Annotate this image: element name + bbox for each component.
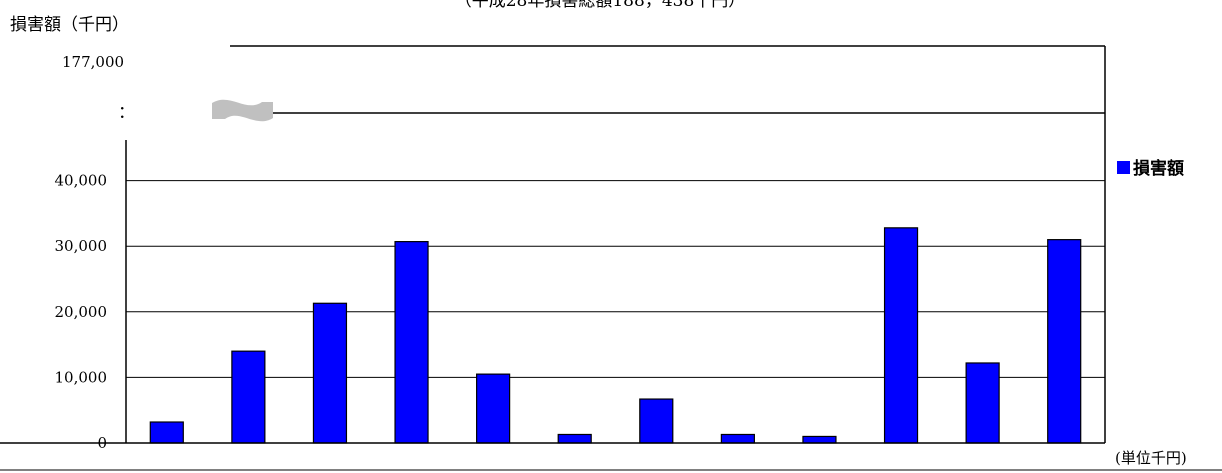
chart-title: （平成28年損害総額188，438千円） [455, 0, 746, 11]
bar [231, 350, 266, 444]
bar [476, 373, 511, 444]
bar [1047, 239, 1082, 444]
y-axis-break-mark: ： [118, 103, 135, 123]
y-tick-label: 20,000 [55, 303, 108, 321]
bar [720, 433, 755, 444]
bar [149, 421, 184, 444]
y-tick-label: 40,000 [55, 172, 108, 190]
bar [802, 435, 837, 444]
bar [639, 398, 674, 444]
bar [883, 227, 919, 444]
y-tick-top-label: 177,000 [62, 53, 124, 71]
y-tick-label: 10,000 [55, 368, 108, 386]
bar [557, 433, 592, 444]
unit-note: (単位千円) [1115, 449, 1187, 467]
y-axis-label: 損害額（千円） [10, 15, 129, 35]
axis-break-icon [212, 99, 273, 122]
gridlines [126, 180, 1105, 378]
y-tick-label: 30,000 [55, 237, 108, 255]
bars [149, 227, 1082, 444]
bar [312, 302, 348, 444]
bar [965, 362, 1000, 444]
bar [394, 241, 429, 444]
legend-label: 損害額 [1133, 158, 1184, 179]
legend-swatch [1117, 161, 1130, 174]
